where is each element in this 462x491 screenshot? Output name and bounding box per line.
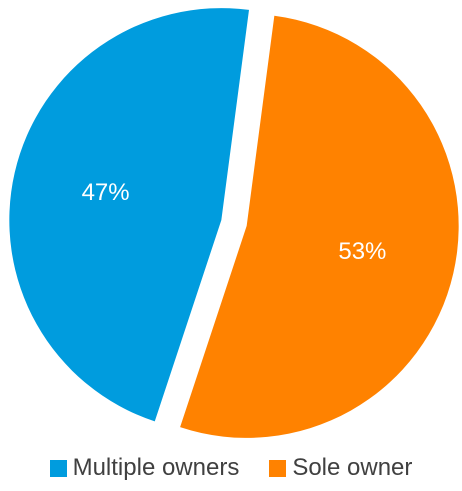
legend-swatch-sole-owner	[269, 459, 287, 477]
pie-slice-multiple-owners	[9, 8, 249, 422]
legend-label-sole-owner: Sole owner	[292, 454, 413, 481]
chart-legend: Multiple owners Sole owner	[0, 450, 462, 486]
pie-slice-sole-owner	[180, 15, 459, 438]
data-label-multiple-owners: 47%	[82, 179, 130, 206]
pie-data-labels: 53% 47%	[82, 179, 387, 265]
pie-slices	[9, 8, 459, 438]
data-label-sole-owner: 53%	[338, 238, 386, 265]
legend-item-multiple-owners: Multiple owners	[49, 454, 240, 481]
pie-chart: 53% 47%	[9, 8, 459, 438]
legend-item-sole-owner: Sole owner	[269, 456, 412, 480]
legend-swatch-multiple-owners	[49, 459, 67, 477]
legend-label-multiple-owners: Multiple owners	[72, 454, 240, 481]
